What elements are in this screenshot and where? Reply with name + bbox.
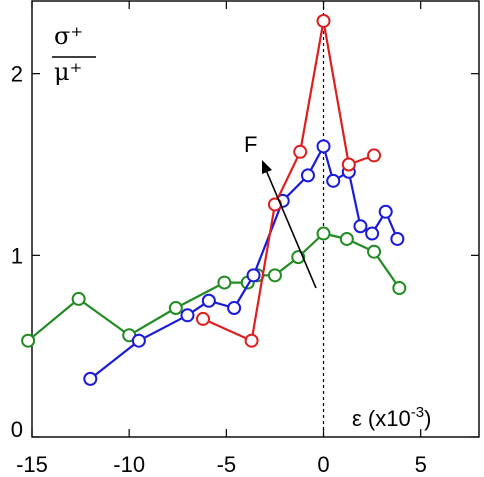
y-tick-label: 2 (11, 62, 23, 87)
series-0 (21, 226, 407, 348)
series-2 (196, 13, 382, 348)
force-arrow-label: F (244, 132, 257, 157)
data-point (246, 268, 261, 283)
plot-frame (31, 0, 480, 438)
data-point (353, 219, 368, 234)
x-axis-label-exponent: -3 (411, 404, 424, 421)
ticks (31, 1, 479, 438)
data-point (131, 333, 146, 348)
x-axis-label: ε (x10-3) (352, 404, 431, 431)
x-tick-label: -5 (217, 452, 237, 477)
force-arrow-head (262, 160, 272, 174)
data-point (83, 371, 98, 386)
data-point (180, 308, 195, 323)
data-point (378, 204, 393, 219)
x-tick-label: 0 (317, 452, 329, 477)
y-tick-label: 1 (11, 243, 23, 268)
x-axis-label-close: ) (424, 406, 431, 431)
data-point (367, 148, 382, 163)
data-point (390, 231, 405, 246)
data-point (326, 173, 341, 188)
series-1 (83, 139, 405, 386)
data-point (217, 275, 232, 290)
y-tick-label: 0 (11, 417, 23, 442)
data-point (201, 293, 216, 308)
force-arrow-shaft (265, 169, 317, 289)
tick-labels: -15 -10 -5 0 5 0 1 2 (11, 62, 427, 477)
series-line (202, 19, 375, 342)
data-point (300, 168, 315, 183)
series-layer (21, 13, 407, 386)
data-point (71, 291, 86, 306)
data-point (341, 157, 356, 172)
y-label-numerator: σ⁺ (54, 22, 83, 50)
data-point (293, 144, 308, 159)
data-point (316, 226, 331, 241)
x-tick-label: 5 (415, 452, 427, 477)
data-point (367, 244, 382, 259)
data-point (21, 333, 36, 348)
x-tick-label: -10 (113, 452, 145, 477)
data-point (267, 268, 282, 283)
x-axis-label-main: ε (x10 (352, 406, 411, 431)
data-point (392, 281, 407, 296)
data-point (227, 301, 242, 316)
data-point (244, 333, 259, 348)
data-point (339, 231, 354, 246)
data-point (196, 311, 211, 326)
data-point (316, 139, 331, 154)
x-tick-label: -15 (16, 452, 48, 477)
data-point (365, 226, 380, 241)
data-point (316, 13, 331, 28)
data-point (168, 301, 183, 316)
y-label-denominator: μ⁺ (54, 58, 82, 86)
